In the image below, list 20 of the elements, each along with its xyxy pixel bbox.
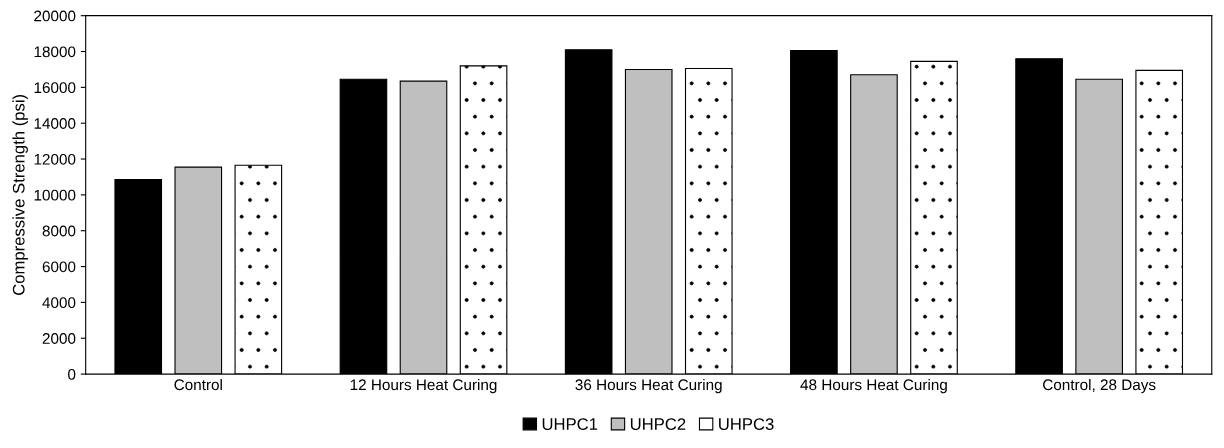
y-tick-label: 10000 — [34, 189, 76, 201]
y-tick-label: 16000 — [34, 82, 76, 94]
y-tick-label: 14000 — [34, 118, 76, 129]
legend-label: UHPC1 — [542, 418, 598, 430]
y-tick-label: 2000 — [42, 333, 76, 344]
y-tick-label: 0 — [68, 368, 76, 380]
y-tick-label: 4000 — [42, 297, 76, 309]
legend-label: UHPC2 — [630, 418, 686, 430]
y-tick-label: 12000 — [34, 153, 76, 165]
x-tick-label: Control — [174, 378, 222, 391]
y-tick-label: 18000 — [34, 46, 76, 58]
x-tick-label: 36 Hours Heat Curing — [575, 378, 722, 394]
x-tick-label: 12 Hours Heat Curing — [350, 378, 497, 394]
x-tick-label: 48 Hours Heat Curing — [800, 378, 947, 394]
legend-label: UHPC3 — [719, 418, 774, 430]
y-tick-label: 8000 — [42, 225, 76, 237]
y-tick-label: 20000 — [34, 10, 76, 22]
y-axis-title: Compressive Strength (psi) — [12, 94, 28, 295]
x-tick-label: Control, 28 Days — [1043, 378, 1156, 394]
y-tick-label: 6000 — [42, 261, 76, 273]
